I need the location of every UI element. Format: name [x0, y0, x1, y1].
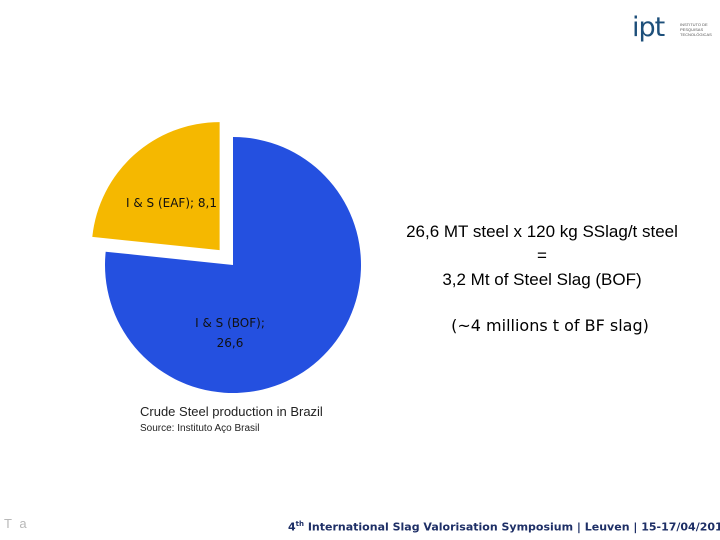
logo-tagline: INSTITUTO DE PESQUISAS TECNOLÓGICAS — [680, 22, 712, 37]
logo-mark: ipt — [632, 12, 665, 43]
bf-slag-note: (~4 millions t of BF slag) — [451, 316, 649, 335]
pie-slice-eaf — [92, 122, 220, 251]
slag-calculation: 26,6 MT steel x 120 kg SSlag/t steel = 3… — [372, 220, 712, 292]
ipt-logo: ipt INSTITUTO DE PESQUISAS TECNOLÓGICAS — [630, 8, 720, 52]
calc-line-2: = — [537, 246, 547, 265]
bof-slice-value: 26,6 — [217, 336, 244, 350]
calc-line-1: 26,6 MT steel x 120 kg SSlag/t steel — [406, 222, 678, 241]
footer-ordinal: 4 — [288, 520, 296, 534]
footer: 4th International Slag Valorisation Symp… — [288, 520, 720, 534]
calc-line-3: 3,2 Mt of Steel Slag (BOF) — [442, 270, 642, 289]
corner-mark: T a — [4, 516, 29, 531]
footer-ordinal-suffix: th — [295, 520, 304, 528]
chart-source: Source: Instituto Aço Brasil — [140, 423, 260, 434]
eaf-slice-label: I & S (EAF); 8,1 — [126, 196, 217, 210]
bof-slice-label: I & S (BOF); — [195, 316, 265, 330]
footer-text: International Slag Valorisation Symposiu… — [304, 520, 720, 534]
pie-slice-bof — [105, 137, 361, 393]
chart-caption: Crude Steel production in Brazil — [140, 404, 323, 419]
